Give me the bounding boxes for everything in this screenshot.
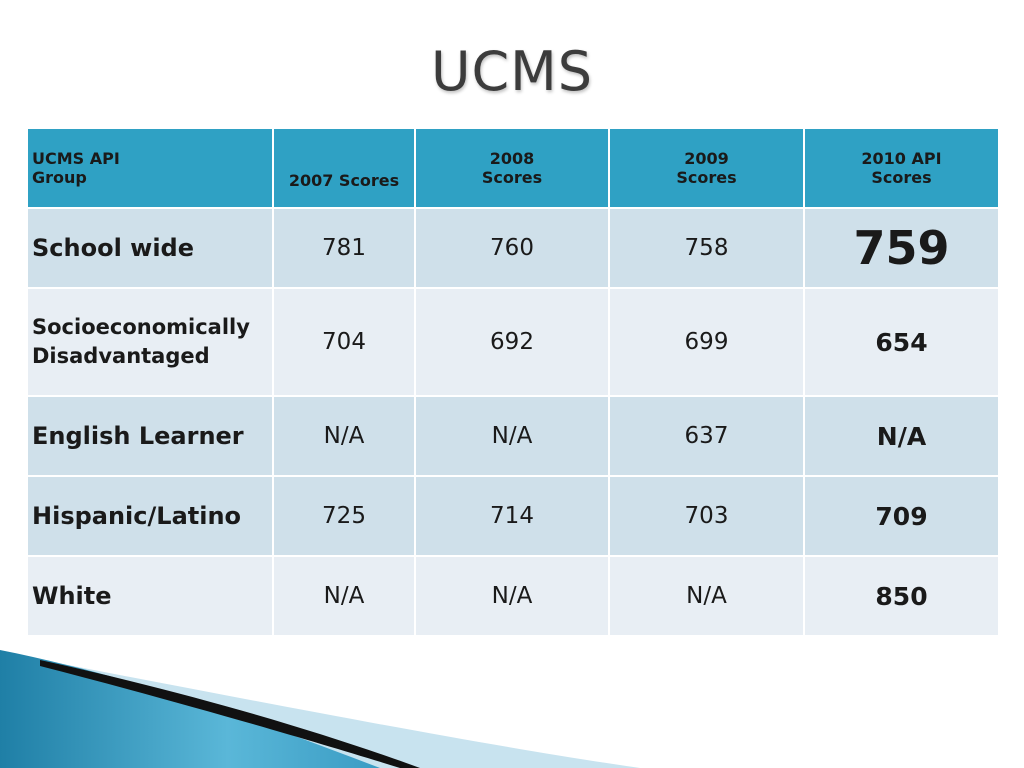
api-scores-table: UCMS API Group 2007 Scores 2008 Scores 2… xyxy=(26,127,1000,637)
score-2010: 759 xyxy=(803,207,1000,289)
score-2009: 637 xyxy=(608,395,805,477)
table-row: English Learner N/A N/A 637 N/A xyxy=(26,395,1000,477)
score-2008: 760 xyxy=(414,207,610,289)
table-row: White N/A N/A N/A 850 xyxy=(26,555,1000,637)
score-2009: 703 xyxy=(608,475,805,557)
score-2009: N/A xyxy=(608,555,805,637)
score-2008: N/A xyxy=(414,395,610,477)
score-2008: 692 xyxy=(414,287,610,397)
score-2009: 699 xyxy=(608,287,805,397)
group-name: English Learner xyxy=(26,395,274,477)
score-2007: N/A xyxy=(272,395,416,477)
header-2008-scores: 2008 Scores xyxy=(414,127,610,209)
slide-title: UCMS xyxy=(430,40,594,103)
corner-swoosh-decoration xyxy=(0,650,640,768)
score-2010: N/A xyxy=(803,395,1000,477)
table-header-row: UCMS API Group 2007 Scores 2008 Scores 2… xyxy=(26,127,1000,209)
table-row: Hispanic/Latino 725 714 703 709 xyxy=(26,475,1000,557)
score-2009: 758 xyxy=(608,207,805,289)
table-row: School wide 781 760 758 759 xyxy=(26,207,1000,289)
score-2010: 850 xyxy=(803,555,1000,637)
score-2007: 725 xyxy=(272,475,416,557)
header-2009-scores: 2009 Scores xyxy=(608,127,805,209)
group-name: White xyxy=(26,555,274,637)
score-2008: N/A xyxy=(414,555,610,637)
header-2010-api-scores: 2010 API Scores xyxy=(803,127,1000,209)
header-2007-scores: 2007 Scores xyxy=(272,127,416,209)
score-2007: 704 xyxy=(272,287,416,397)
group-name: Hispanic/Latino xyxy=(26,475,274,557)
score-2008: 714 xyxy=(414,475,610,557)
score-2007: 781 xyxy=(272,207,416,289)
group-name: School wide xyxy=(26,207,274,289)
score-2010: 709 xyxy=(803,475,1000,557)
table-row: Socioeconomically Disadvantaged 704 692 … xyxy=(26,287,1000,397)
dark-stripe xyxy=(40,660,420,768)
score-2007: N/A xyxy=(272,555,416,637)
score-2010: 654 xyxy=(803,287,1000,397)
group-name: Socioeconomically Disadvantaged xyxy=(26,287,274,397)
header-api-group: UCMS API Group xyxy=(26,127,274,209)
